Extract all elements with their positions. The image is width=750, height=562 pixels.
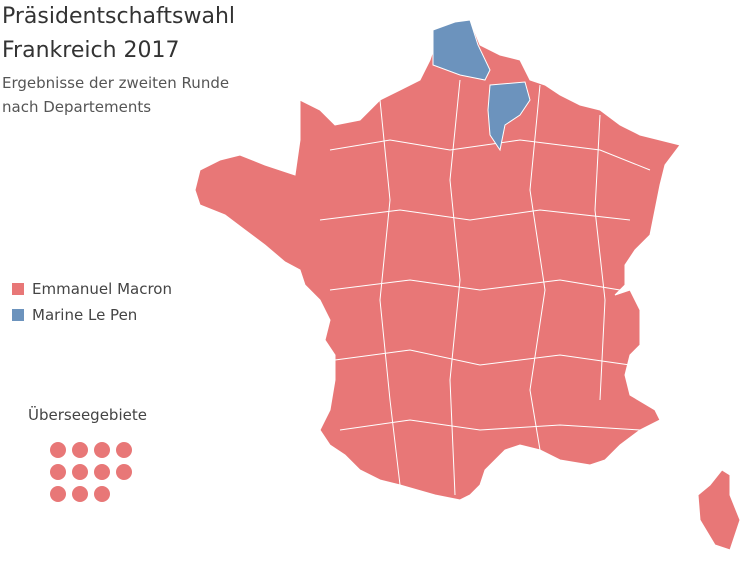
legend-label: Emmanuel Macron [32,280,172,298]
corsica [697,469,741,551]
region-le-pen-north [432,19,491,81]
region-le-pen-aisne [487,81,531,152]
subtitle: nach Departements [2,98,152,116]
subtitle: Ergebnisse der zweiten Runde [2,74,230,92]
legend-label: Marine Le Pen [32,306,138,324]
france-mainland [194,19,681,501]
department-borders [319,79,651,496]
legend-swatch [12,283,24,295]
legend-item: Marine Le Pen [12,306,137,324]
title: Präsidentschaftswahl [2,4,236,29]
overseas-label: Überseegebiete [28,406,147,424]
title: Frankreich 2017 [2,38,180,63]
legend-item: Emmanuel Macron [12,280,172,298]
legend-swatch [12,309,24,321]
overseas-dots [50,442,132,502]
